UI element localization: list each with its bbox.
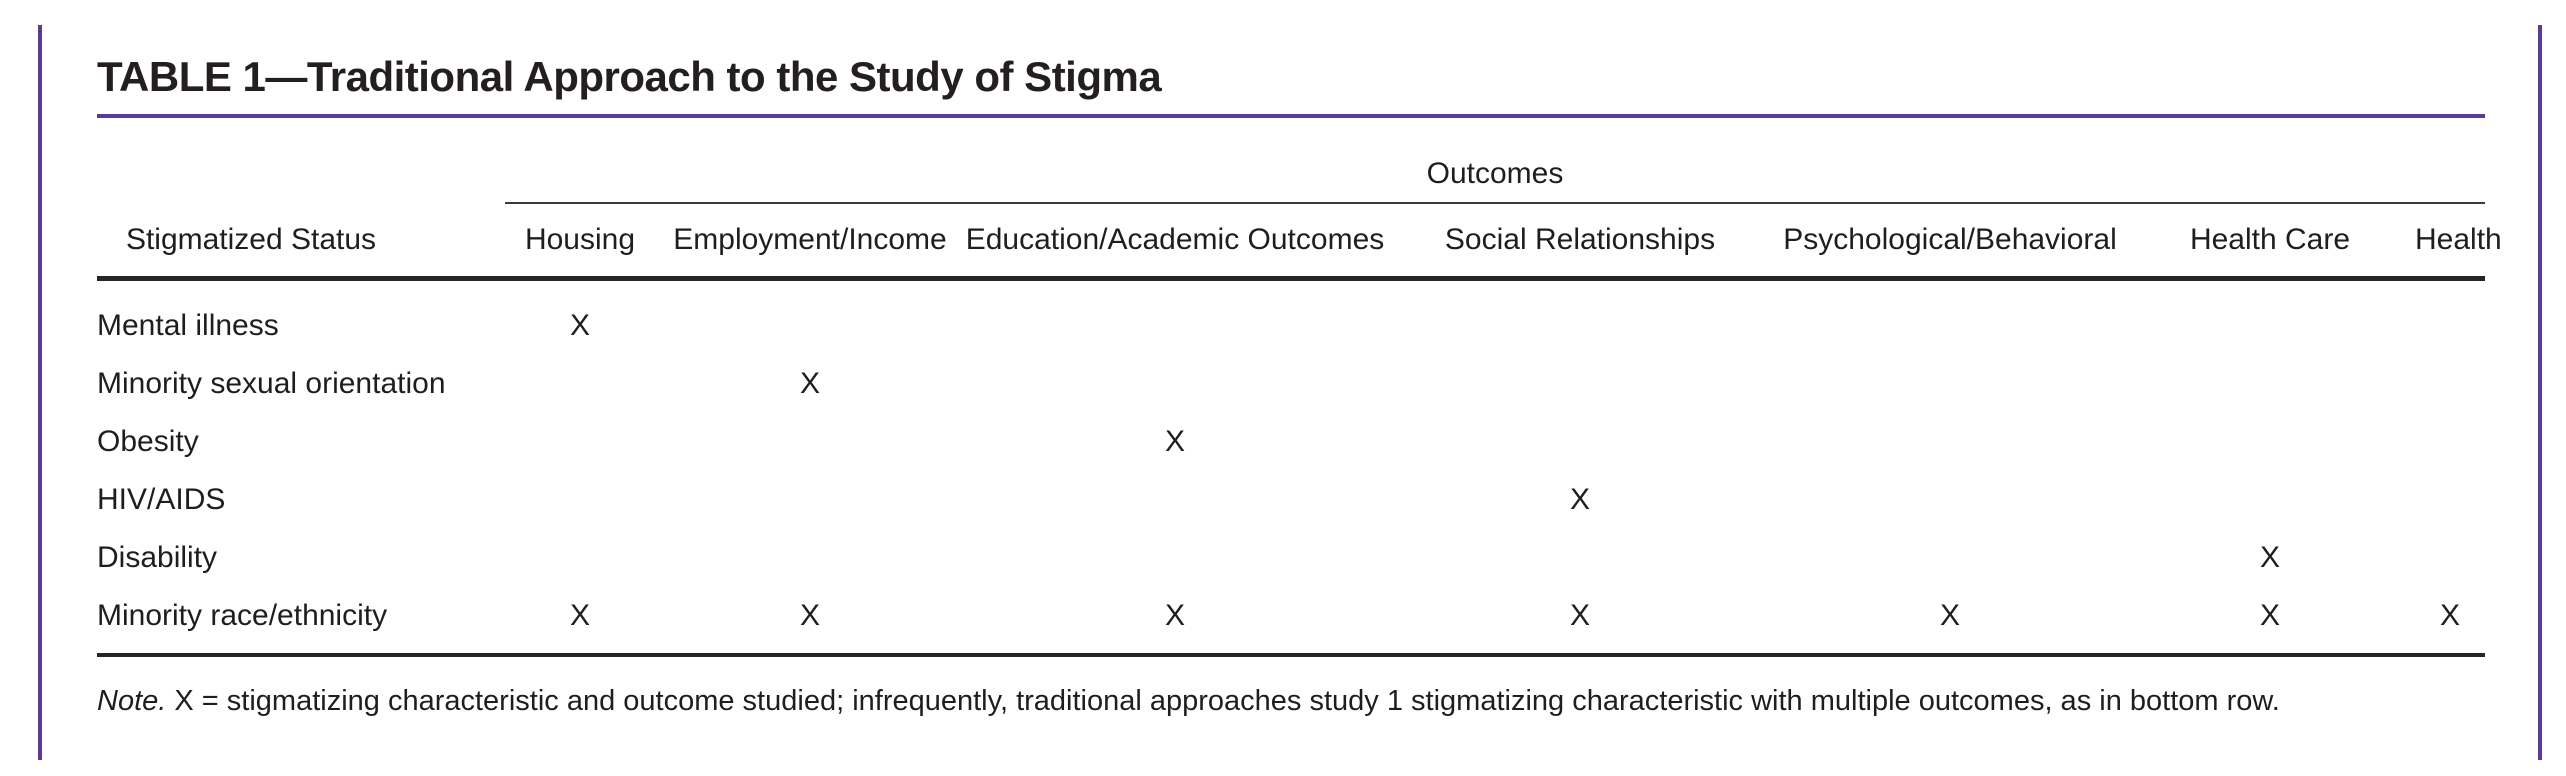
table-row: Minority race/ethnicity X X X X X X X [97, 587, 2485, 657]
table-title: TABLE 1—Traditional Approach to the Stud… [97, 53, 1162, 100]
column-header-psychological: Psychological/Behavioral [1775, 203, 2125, 281]
left-column-rule [38, 25, 42, 760]
stigma-table: Outcomes Stigmatized Status Housing Empl… [97, 118, 2502, 657]
empty-cell [2415, 355, 2485, 413]
row-label: Minority sexual orientation [97, 367, 446, 400]
column-header-employment: Employment/Income [655, 203, 965, 281]
empty-cell [2125, 279, 2415, 356]
column-header-stigmatized-status: Stigmatized Status [97, 203, 505, 281]
empty-cell [965, 529, 1385, 587]
x-mark-cell: X [655, 587, 965, 657]
empty-cell [2415, 413, 2485, 471]
empty-cell [505, 471, 655, 529]
right-column-rule [2538, 25, 2542, 760]
column-header-health-care: Health Care [2125, 203, 2415, 281]
column-header-social: Social Relationships [1385, 203, 1775, 281]
x-mark-cell: X [505, 587, 655, 657]
empty-cell [655, 413, 965, 471]
column-header-housing: Housing [505, 203, 655, 281]
x-mark-cell: X [965, 587, 1385, 657]
empty-cell [655, 471, 965, 529]
note-text: X = stigmatizing characteristic and outc… [166, 685, 2280, 717]
spanner-spacer-cell [97, 118, 505, 203]
outcomes-spanner-row: Outcomes [97, 118, 2485, 204]
empty-cell [2125, 413, 2415, 471]
note-label: Note. [97, 685, 167, 717]
x-mark-cell: X [1569, 483, 1590, 516]
empty-cell [2415, 529, 2485, 587]
empty-cell [965, 279, 1385, 356]
x-mark-cell: X [1775, 587, 2125, 657]
column-header-row: Stigmatized Status Housing Employment/In… [97, 203, 2502, 281]
empty-cell [655, 529, 965, 587]
table-row: Minority sexual orientation X [97, 355, 2485, 413]
empty-cell [1775, 529, 2125, 587]
empty-cell [965, 355, 1385, 413]
table-note: Note. X = stigmatizing characteristic an… [97, 683, 2485, 719]
x-mark-cell: X [569, 309, 590, 342]
empty-cell [1775, 279, 2125, 356]
empty-cell [655, 279, 965, 356]
empty-cell [505, 355, 655, 413]
x-mark-cell: X [1164, 425, 1185, 458]
table-block: TABLE 1—Traditional Approach to the Stud… [97, 0, 2502, 719]
column-header-health: Health [2415, 203, 2502, 281]
empty-cell [505, 529, 655, 587]
empty-cell [1385, 529, 1775, 587]
row-label: Minority race/ethnicity [97, 587, 505, 657]
empty-cell [2415, 279, 2485, 356]
outcomes-spanner-label: Outcomes [505, 118, 2485, 204]
title-underline-rule [97, 114, 2485, 118]
empty-cell [2415, 471, 2485, 529]
x-mark-cell: X [2259, 541, 2280, 574]
empty-cell [1385, 279, 1775, 356]
empty-cell [505, 413, 655, 471]
table-row: Obesity X [97, 413, 2485, 471]
empty-cell [1385, 413, 1775, 471]
empty-cell [1775, 355, 2125, 413]
empty-cell [965, 471, 1385, 529]
row-label: HIV/AIDS [97, 483, 226, 516]
x-mark-cell: X [1385, 587, 1775, 657]
table-row: HIV/AIDS X [97, 471, 2485, 529]
table-row: Disability X [97, 529, 2485, 587]
x-mark-cell: X [2125, 587, 2415, 657]
empty-cell [1775, 471, 2125, 529]
column-header-education: Education/Academic Outcomes [965, 203, 1385, 281]
row-label: Disability [97, 541, 218, 574]
empty-cell [2125, 355, 2415, 413]
empty-cell [1775, 413, 2125, 471]
empty-cell [1385, 355, 1775, 413]
table-row: Mental illness X [97, 279, 2485, 356]
x-mark-cell: X [2415, 587, 2485, 657]
x-mark-cell: X [799, 367, 820, 400]
empty-cell [2125, 471, 2415, 529]
row-label: Obesity [97, 425, 199, 458]
table-body: Mental illness X Minority sexual orientati… [97, 279, 2485, 657]
row-label: Mental illness [97, 309, 279, 342]
